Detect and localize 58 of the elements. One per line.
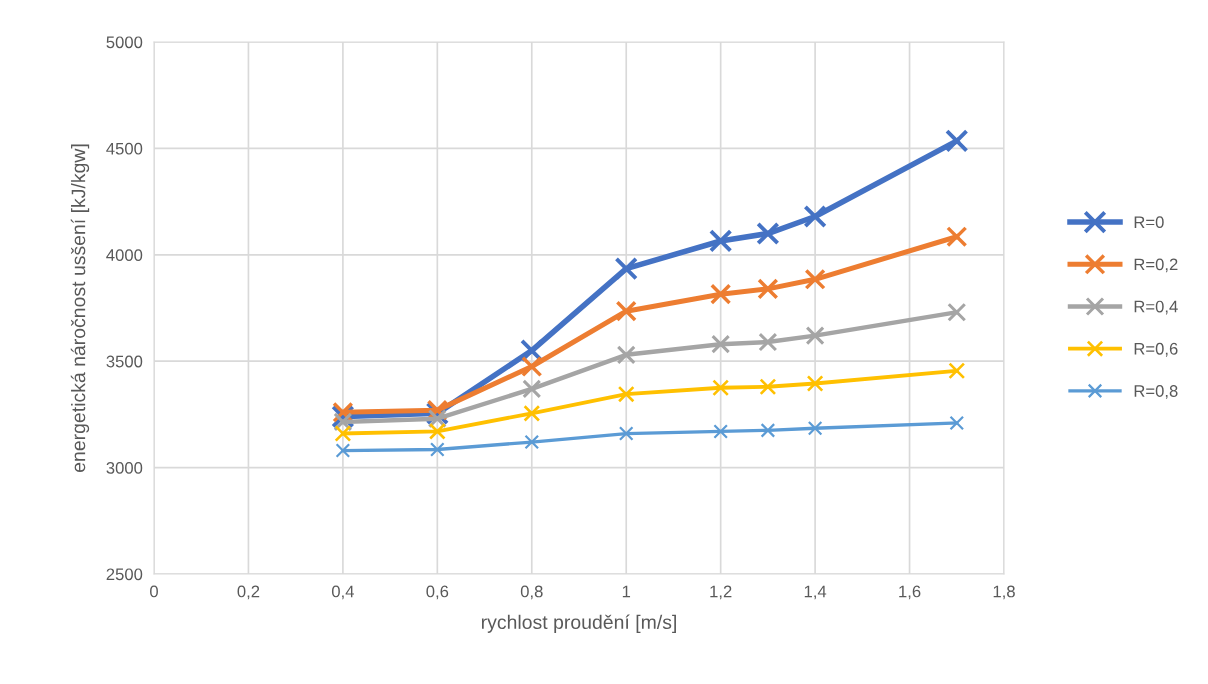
x-tick-label: 0,4 bbox=[331, 585, 354, 600]
point bbox=[334, 425, 352, 442]
legend-label: R=0,6 bbox=[1134, 342, 1178, 357]
point bbox=[523, 404, 541, 422]
x-tick-label: 1,6 bbox=[899, 585, 921, 600]
point bbox=[758, 332, 778, 352]
point bbox=[804, 268, 826, 290]
y-tick-label: 3000 bbox=[106, 462, 143, 474]
point bbox=[806, 375, 824, 392]
point bbox=[521, 355, 543, 378]
point bbox=[805, 326, 825, 346]
point bbox=[618, 426, 634, 441]
y-tick-label: 4000 bbox=[106, 249, 143, 261]
point bbox=[614, 256, 638, 281]
point bbox=[945, 129, 969, 153]
x-tick-label: 1,8 bbox=[993, 585, 1015, 600]
point bbox=[946, 226, 968, 248]
y-tick-label: 2500 bbox=[106, 568, 143, 581]
legend-label: R=0,4 bbox=[1134, 300, 1178, 315]
y-tick-label: 5000 bbox=[106, 36, 143, 49]
point bbox=[428, 422, 446, 440]
point bbox=[757, 278, 779, 300]
y-tick-label: 4500 bbox=[106, 142, 143, 155]
point bbox=[711, 334, 731, 354]
x-tick-label: 0,8 bbox=[520, 585, 543, 600]
point bbox=[807, 420, 823, 436]
point bbox=[522, 379, 542, 399]
point bbox=[335, 443, 351, 458]
point bbox=[759, 378, 777, 396]
point bbox=[756, 221, 780, 246]
point bbox=[713, 424, 729, 439]
x-axis-title: rychlost proudění [m/s] bbox=[481, 614, 676, 633]
point bbox=[615, 300, 637, 322]
legend-label: R=0 bbox=[1134, 216, 1164, 229]
point bbox=[948, 362, 966, 380]
point bbox=[710, 283, 732, 305]
point bbox=[617, 385, 635, 403]
y-tick-label: 3500 bbox=[106, 355, 143, 368]
point bbox=[429, 442, 445, 457]
point bbox=[616, 345, 636, 365]
point bbox=[760, 423, 776, 438]
legend-label: R=0,8 bbox=[1134, 385, 1178, 399]
point bbox=[427, 409, 447, 429]
x-tick-label: 0,2 bbox=[237, 585, 260, 600]
point bbox=[333, 412, 353, 432]
x-tick-label: 1,2 bbox=[710, 585, 732, 600]
y-axis-title: energetická náročnost usšení [kJ/kgw] bbox=[70, 144, 90, 472]
x-tick-label: 1,4 bbox=[804, 585, 827, 600]
x-tick-label: 1 bbox=[622, 585, 631, 598]
x-tick-label: 0,6 bbox=[426, 585, 449, 600]
point bbox=[524, 434, 540, 450]
point bbox=[708, 229, 733, 253]
legend-label: R=0,2 bbox=[1134, 258, 1178, 273]
point bbox=[947, 302, 967, 322]
x-tick-label: 0 bbox=[150, 585, 158, 598]
point bbox=[712, 379, 730, 397]
point bbox=[949, 415, 965, 431]
point bbox=[803, 204, 827, 229]
